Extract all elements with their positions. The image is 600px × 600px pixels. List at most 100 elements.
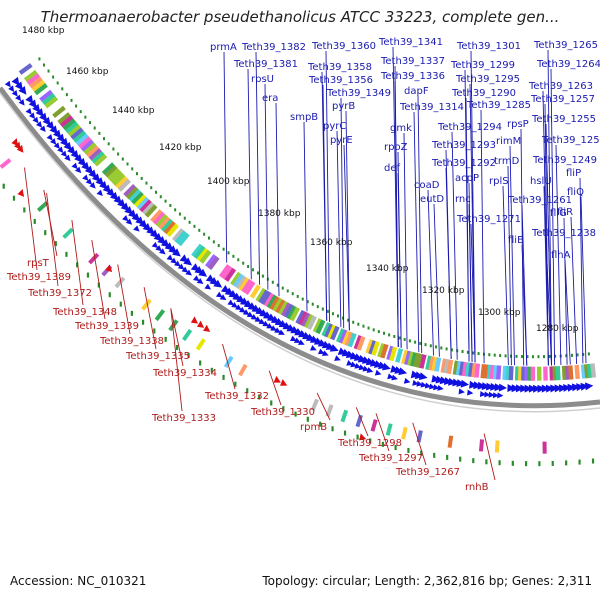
forward-gene-label[interactable]: fliG — [550, 208, 567, 219]
forward-gene-label[interactable]: dapF — [404, 86, 429, 97]
rna-arrow — [196, 320, 205, 328]
gene-block — [177, 232, 190, 247]
reverse-gene-label[interactable]: Teth39_1334 — [152, 368, 217, 379]
forward-gene-label[interactable]: Teth39_1290 — [451, 88, 516, 99]
forward-gene-label[interactable]: Teth39_1360 — [311, 41, 376, 52]
forward-gene-label[interactable]: fliR — [557, 207, 573, 218]
forward-gene-label[interactable]: Teth39_1299 — [450, 60, 515, 71]
forward-gene-label[interactable]: rnc — [455, 194, 471, 205]
forward-gene-label[interactable]: Teth39_1356 — [308, 75, 373, 86]
cds-arrow — [11, 89, 18, 97]
leader-line — [303, 121, 308, 312]
reverse-gene-label[interactable]: Teth39_1332 — [204, 391, 269, 402]
leader-line — [247, 68, 252, 280]
forward-gene-label[interactable]: Teth39_1314 — [399, 102, 464, 113]
forward-gene-label[interactable]: hslU — [530, 176, 552, 187]
leader-line — [543, 185, 549, 366]
gene-block — [356, 336, 366, 351]
reverse-gene-label[interactable]: rnhB — [465, 482, 489, 493]
forward-gene-label[interactable]: Teth39_1264 — [536, 59, 600, 70]
forward-gene-label[interactable]: coaD — [414, 180, 440, 191]
forward-gene-label[interactable]: Teth39_1271 — [456, 214, 521, 225]
tick-dot — [398, 336, 401, 340]
forward-gene-label[interactable]: gmk — [390, 123, 412, 134]
reverse-gene-label[interactable]: Teth39_1335 — [125, 351, 190, 362]
tick-dot — [198, 228, 201, 232]
forward-gene-label[interactable]: Teth39_1252 — [541, 135, 600, 146]
forward-gene-label[interactable]: Teth39_1255 — [531, 114, 596, 125]
reverse-gene-label[interactable]: Teth39_1297 — [358, 453, 423, 464]
reverse-gene-label[interactable]: Teth39_1333 — [151, 413, 216, 424]
tick-dot — [511, 460, 514, 466]
forward-gene-label[interactable]: flhA — [551, 250, 571, 261]
forward-gene-label[interactable]: pyrE — [330, 135, 353, 146]
forward-gene-label[interactable]: eutD — [420, 194, 444, 205]
forward-gene-label[interactable]: fliP — [566, 168, 581, 179]
forward-gene-label[interactable]: pyrB — [332, 101, 355, 112]
tick-dot — [537, 355, 540, 359]
gene-block — [193, 245, 207, 260]
reverse-gene-label[interactable]: Teth39_1389 — [6, 272, 71, 283]
reverse-gene-label[interactable]: Teth39_1267 — [395, 467, 460, 478]
cds-arrow — [528, 384, 537, 393]
forward-gene-label[interactable]: fliE — [508, 235, 523, 246]
forward-gene-label[interactable]: rpsU — [251, 74, 274, 85]
forward-gene-label[interactable]: Teth39_1292 — [431, 158, 496, 169]
forward-gene-label[interactable]: Teth39_1349 — [326, 88, 391, 99]
tick-dot — [108, 292, 111, 298]
forward-gene-label[interactable]: Teth39_1382 — [241, 42, 306, 53]
forward-gene-label[interactable]: rpoZ — [384, 142, 408, 153]
forward-gene-label[interactable]: Teth39_1238 — [531, 228, 596, 239]
forward-gene-label[interactable]: rpsP — [507, 119, 529, 130]
gene-block — [125, 186, 139, 200]
forward-gene-label[interactable]: pyrC — [323, 121, 346, 132]
cds-arrow — [262, 320, 270, 327]
forward-gene-label[interactable]: Teth39_1294 — [437, 122, 502, 133]
reverse-gene-label[interactable]: rpmB — [300, 422, 327, 433]
forward-gene-label[interactable]: trmD — [494, 156, 520, 167]
forward-gene-label[interactable]: Teth39_1293 — [431, 140, 496, 151]
forward-gene-label[interactable]: Teth39_1261 — [507, 195, 572, 206]
forward-gene-label[interactable]: prmA — [210, 42, 237, 53]
forward-gene-label[interactable]: Teth39_1301 — [456, 41, 521, 52]
reverse-gene-label[interactable]: Teth39_1348 — [52, 307, 117, 318]
forward-gene-label[interactable]: Teth39_1358 — [307, 62, 372, 73]
forward-gene-label[interactable]: era — [262, 93, 278, 104]
forward-gene-label[interactable]: def — [384, 163, 401, 174]
forward-gene-label[interactable]: Teth39_1285 — [466, 100, 531, 111]
reverse-gene-label[interactable]: Teth39_1372 — [27, 288, 92, 299]
forward-gene-label[interactable]: smpB — [290, 112, 318, 123]
forward-gene-label[interactable]: Teth39_1341 — [378, 37, 443, 48]
forward-gene-label[interactable]: acpP — [455, 173, 479, 184]
tick-dot — [121, 157, 124, 161]
cds-arrow — [109, 191, 119, 201]
reverse-gene-label[interactable]: Teth39_1338 — [99, 336, 164, 347]
tick-dot — [488, 353, 491, 357]
tick-dot — [377, 330, 380, 334]
forward-gene-label[interactable]: rplS — [489, 176, 509, 187]
cds-arrow — [32, 116, 39, 124]
gene-block — [101, 162, 116, 176]
forward-gene-label[interactable]: Teth39_1381 — [233, 59, 298, 70]
forward-gene-label[interactable]: Teth39_1263 — [528, 81, 593, 92]
gene-block — [255, 287, 267, 303]
forward-gene-label[interactable]: fliQ — [567, 187, 584, 198]
forward-gene-label[interactable]: Teth39_1249 — [532, 155, 597, 166]
tick-dot — [2, 183, 5, 189]
reverse-gene-label[interactable]: Teth39_1339 — [74, 321, 139, 332]
gene-block — [52, 105, 66, 119]
forward-gene-label[interactable]: Teth39_1265 — [533, 40, 598, 51]
forward-gene-label[interactable]: Teth39_1337 — [380, 56, 445, 67]
cds-arrow — [274, 327, 281, 333]
tick-dot — [372, 328, 375, 332]
tick-dot — [461, 350, 464, 354]
forward-gene-label[interactable]: rimM — [496, 136, 521, 147]
forward-gene-label[interactable]: Teth39_1336 — [380, 71, 445, 82]
reverse-gene-label[interactable]: rpsT — [27, 258, 50, 269]
forward-gene-label[interactable]: Teth39_1257 — [530, 94, 595, 105]
reverse-gene-label[interactable]: Teth39_1330 — [250, 407, 315, 418]
cds-arrow — [174, 260, 181, 267]
reverse-gene-label[interactable]: Teth39_1298 — [337, 438, 402, 449]
forward-gene-label[interactable]: Teth39_1295 — [455, 74, 520, 85]
